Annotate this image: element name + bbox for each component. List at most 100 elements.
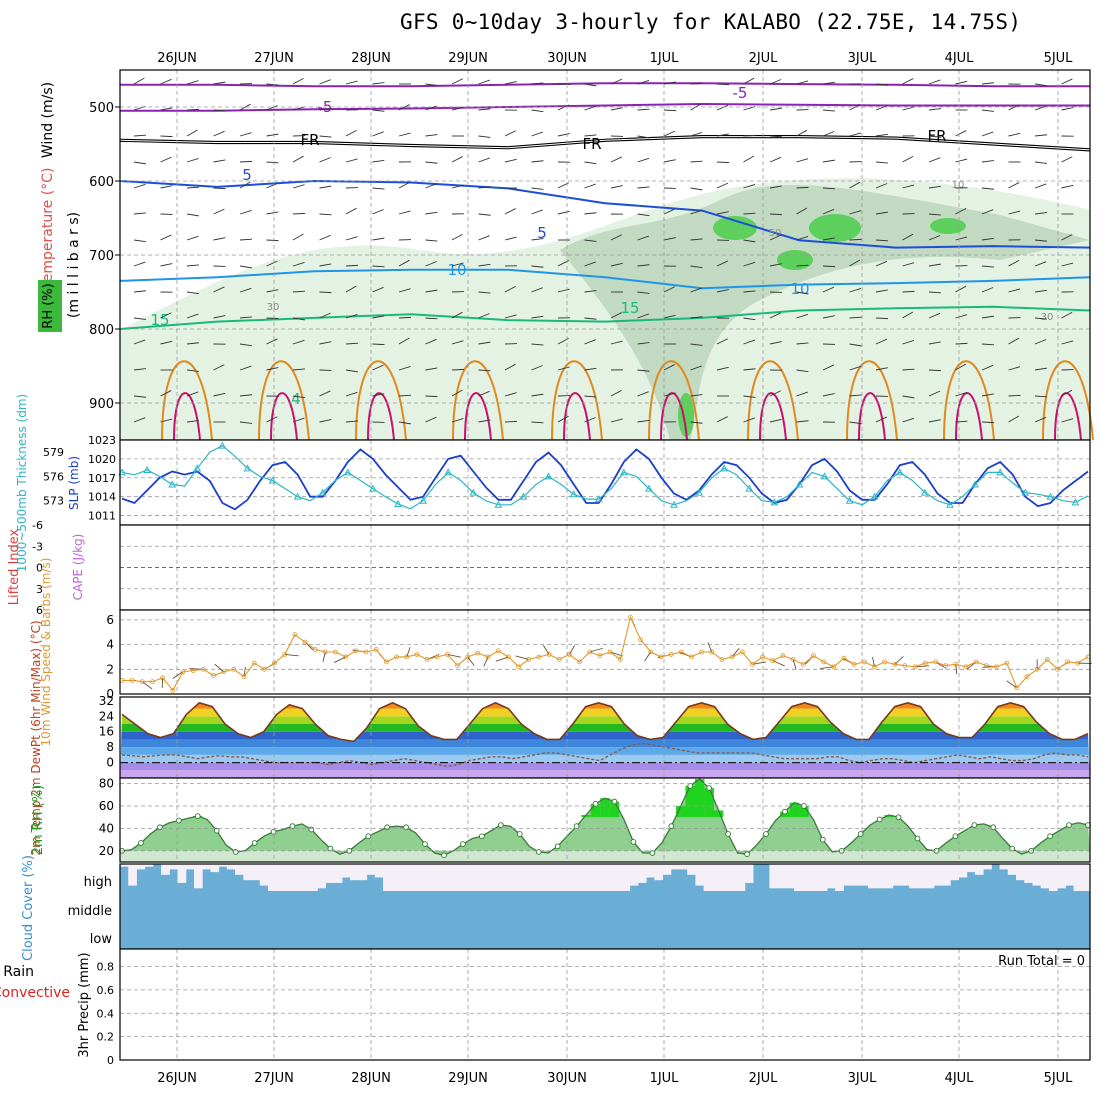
upper-wind-barb [981, 343, 995, 346]
upper-wind-barb [133, 317, 146, 320]
upper-wind-barb [981, 109, 994, 112]
upper-wind-barb [213, 187, 226, 190]
upper-wind-barb [663, 130, 676, 137]
temp-tick-label: 8 [106, 740, 114, 754]
upper-wind-barb [160, 340, 173, 345]
thickness-point [318, 488, 327, 496]
upper-wind-barb [345, 391, 358, 397]
upper-wind-barb [716, 338, 728, 345]
upper-wind-barb [637, 213, 650, 217]
upper-wind-barb [478, 263, 491, 267]
upper-wind-barb [398, 366, 411, 371]
upper-wind-barb [319, 263, 332, 267]
upper-wind-barb [796, 158, 809, 163]
cloud-bar [835, 864, 844, 891]
rh-frame [119, 777, 1091, 863]
cloud-bar [358, 864, 368, 881]
wind-speed-point [1014, 685, 1020, 691]
rh-high-fill [609, 801, 620, 818]
y-tick-label: 800 [89, 323, 114, 338]
x-tick-label-bottom: 3JUL [848, 1071, 878, 1086]
wind-tick-label: 6 [106, 613, 114, 627]
rh-point [649, 850, 656, 856]
upper-wind-barb [372, 131, 384, 137]
upper-wind-barb [769, 213, 783, 216]
temp-band [120, 762, 1090, 771]
thickness-point [971, 480, 979, 488]
rh-point [441, 852, 447, 859]
x-tick-label-bottom: 1JUL [650, 1071, 680, 1086]
rh-legend-swatch [38, 280, 62, 332]
upper-wind-barb [928, 419, 941, 423]
wind-tick-label: 0 [106, 687, 114, 701]
cloud-bar [489, 864, 499, 891]
upper-wind-barb [822, 131, 835, 137]
contour-label: 10 [952, 180, 965, 191]
upper-wind-barb [239, 132, 252, 137]
upper-wind-barb [319, 157, 331, 163]
upper-wind-barb [690, 287, 702, 293]
cloud-bar [605, 864, 614, 891]
upper-wind-barb [345, 158, 358, 163]
rh-point [971, 822, 978, 828]
x-tick-label-bottom: 28JUN [351, 1071, 391, 1086]
upper-wind-barb [372, 159, 385, 163]
upper-wind-barb [160, 390, 172, 397]
cloud-bar [974, 864, 984, 875]
cloud-bar [399, 864, 409, 891]
upper-wind-barb [637, 80, 650, 85]
rh-point [251, 840, 258, 846]
wind-barb [589, 647, 603, 653]
upper-wind-barb [610, 107, 623, 111]
upper-wind-barb [319, 419, 332, 423]
upper-wind-barb [133, 161, 146, 165]
upper-wind-barb [743, 239, 756, 243]
upper-wind-barb [425, 416, 437, 423]
upper-wind-barb [186, 291, 199, 295]
cloud-bar [851, 864, 861, 886]
rh-point [630, 838, 637, 845]
wind-barb [483, 656, 489, 667]
wind-speed-point [973, 659, 979, 665]
cloud-bar [259, 864, 269, 886]
upper-wind-barb [743, 134, 756, 137]
rh-point [706, 785, 713, 791]
temp-band [120, 702, 1090, 709]
upper-wind-barb [1034, 239, 1047, 242]
upper-wind-barb [266, 260, 278, 267]
upper-wind-barb [875, 416, 888, 423]
wind-speed-line [122, 615, 1089, 692]
upper-wind-barb [955, 207, 967, 215]
upper-wind-barb [955, 285, 967, 293]
upper-wind-barb [584, 261, 596, 267]
cloud-bar [687, 864, 696, 875]
upper-wind-barb [796, 420, 809, 423]
contour-label: 15 [150, 311, 169, 329]
upper-wind-barb [160, 234, 172, 241]
rh-point [573, 823, 580, 830]
upper-wind-barb [345, 236, 358, 241]
upper-wind-barb [769, 312, 782, 319]
upper-wind-barb [690, 160, 703, 163]
cloud-bar [777, 864, 787, 889]
upper-wind-barb [796, 207, 808, 215]
wind-speed-point [211, 673, 216, 678]
wind-speed-point [607, 649, 613, 655]
upper-wind-barb [769, 79, 782, 85]
upper-wind-barb [716, 416, 728, 423]
upper-wind-barb [398, 210, 411, 215]
cloud-bar [415, 864, 425, 891]
upper-wind-barb [425, 338, 437, 345]
upper-wind-barb [716, 83, 730, 86]
cloud-bar [185, 864, 195, 870]
cloud-bar [292, 864, 302, 891]
upper-wind-barb [928, 185, 941, 189]
precip-side-label-convective: Convective [0, 985, 70, 1001]
upper-wind-barb [292, 233, 304, 241]
upper-wind-barb [398, 132, 411, 137]
upper-wind-barb [743, 368, 756, 371]
contour-label: 4 [291, 390, 301, 408]
upper-wind-barb [133, 290, 146, 293]
contour-label: FR [927, 127, 946, 145]
upper-wind-barb [981, 187, 994, 190]
